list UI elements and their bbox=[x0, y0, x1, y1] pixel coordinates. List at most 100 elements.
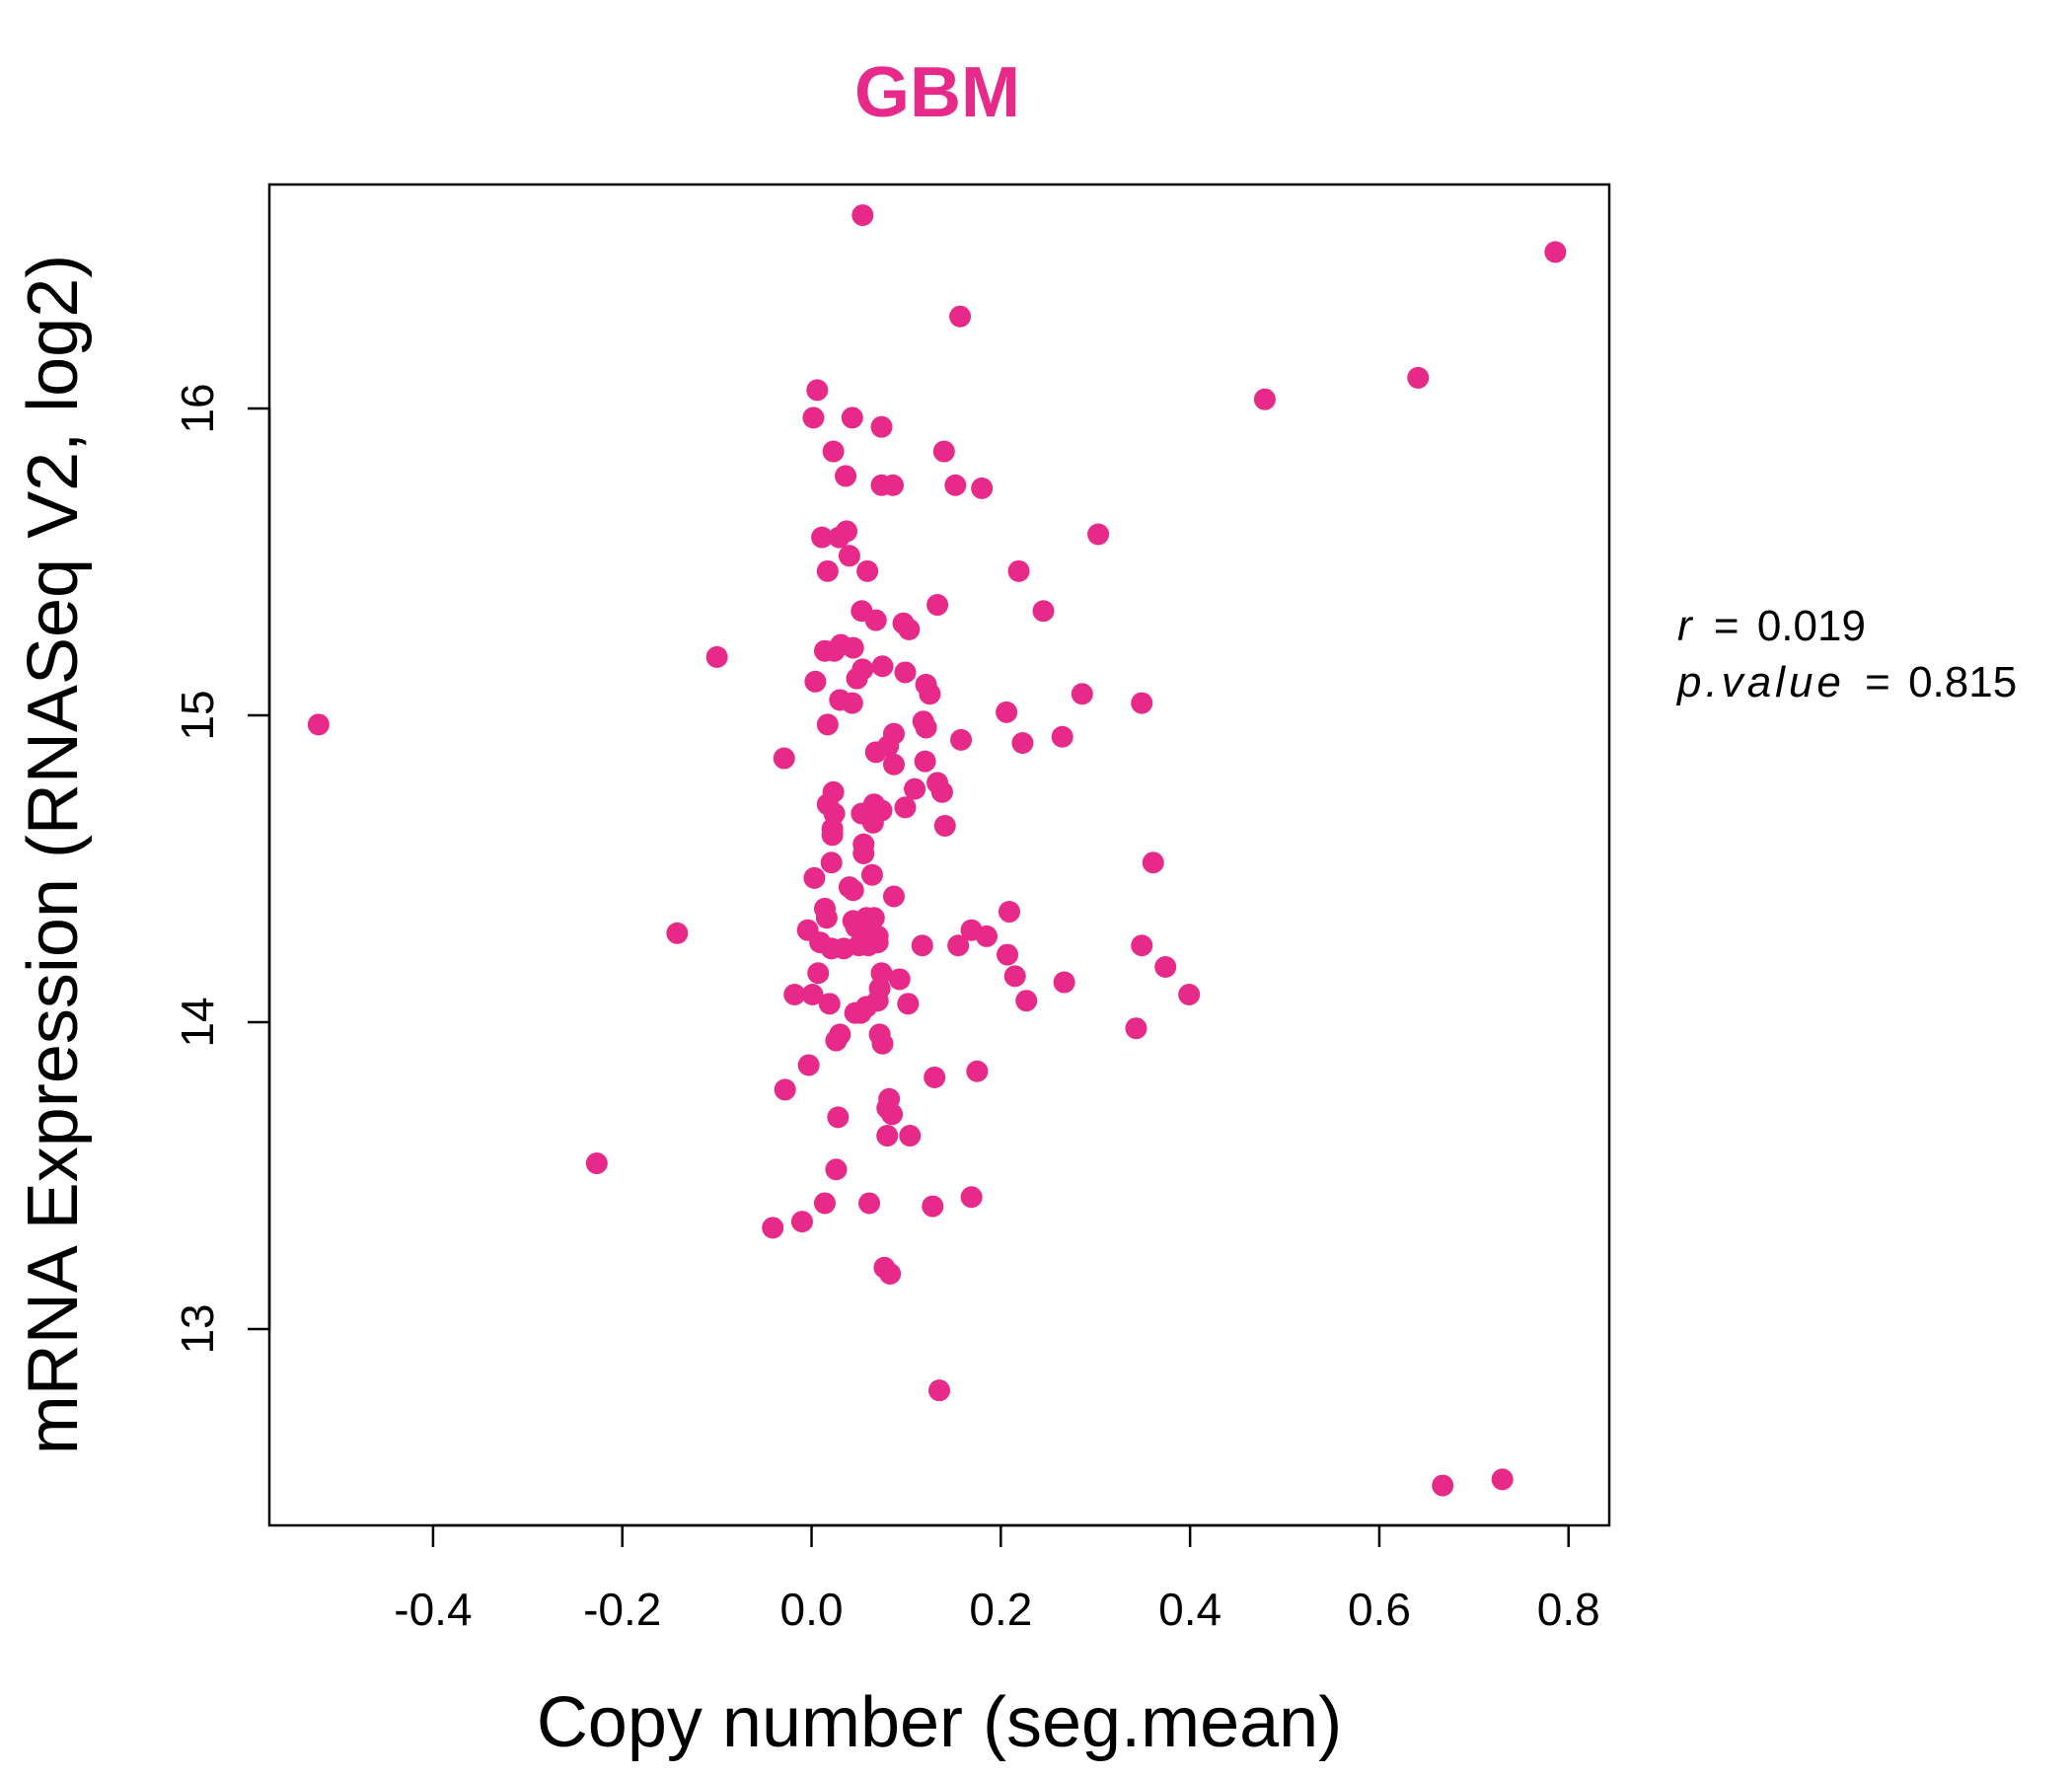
data-point bbox=[825, 1029, 848, 1052]
plot-frame bbox=[267, 183, 1611, 1527]
data-point bbox=[879, 1262, 902, 1285]
data-point bbox=[882, 474, 905, 496]
data-point bbox=[949, 305, 972, 328]
data-point bbox=[1125, 1017, 1147, 1040]
y-tick-label: 13 bbox=[172, 1303, 223, 1354]
data-point bbox=[1178, 983, 1201, 1005]
data-point bbox=[816, 713, 839, 736]
data-point bbox=[835, 465, 857, 487]
x-tick-label: 0.8 bbox=[1537, 1584, 1600, 1635]
correlation-stats: r = 0.019 p.value = 0.815 bbox=[1675, 602, 2017, 706]
chart-title: GBM bbox=[854, 53, 1020, 132]
data-point bbox=[926, 594, 949, 617]
data-point bbox=[1032, 600, 1055, 623]
data-point bbox=[1142, 851, 1164, 874]
y-tick-label: 14 bbox=[172, 997, 223, 1047]
data-point bbox=[842, 879, 864, 902]
data-point bbox=[1015, 990, 1038, 1012]
x-tick-label: 0.6 bbox=[1348, 1584, 1411, 1635]
y-tick-label: 15 bbox=[172, 690, 223, 740]
data-point bbox=[966, 1060, 989, 1082]
data-point bbox=[933, 814, 956, 837]
p-value: 0.815 bbox=[1908, 658, 2017, 706]
data-point bbox=[858, 1192, 881, 1215]
data-point bbox=[1053, 971, 1075, 994]
data-point bbox=[762, 1217, 784, 1239]
data-point bbox=[914, 750, 936, 773]
data-point bbox=[816, 559, 839, 582]
data-point bbox=[996, 701, 1018, 723]
data-point bbox=[928, 1379, 950, 1402]
data-point bbox=[930, 780, 953, 803]
data-point bbox=[888, 968, 911, 991]
data-point bbox=[950, 728, 973, 751]
data-point bbox=[944, 474, 967, 496]
data-point bbox=[1051, 725, 1073, 748]
data-point bbox=[821, 824, 844, 847]
data-point bbox=[666, 922, 689, 944]
data-point bbox=[774, 1078, 796, 1101]
data-point bbox=[864, 741, 887, 764]
data-point bbox=[773, 747, 795, 770]
data-point bbox=[876, 1125, 899, 1147]
data-point bbox=[894, 796, 917, 819]
data-point bbox=[860, 863, 883, 886]
data-point bbox=[897, 993, 920, 1015]
data-point bbox=[1071, 683, 1093, 705]
data-point bbox=[841, 692, 863, 714]
data-point bbox=[813, 1192, 836, 1215]
data-point bbox=[850, 1001, 872, 1024]
p-stat: p.value = 0.815 bbox=[1675, 658, 2017, 706]
x-tick-label: 0.2 bbox=[969, 1584, 1032, 1635]
data-point bbox=[307, 713, 330, 736]
x-axis: -0.4 -0.2 0.0 0.2 0.4 0.6 0.8 bbox=[394, 1523, 1600, 1635]
data-point bbox=[806, 379, 829, 402]
r-label: r bbox=[1677, 602, 1694, 650]
x-tick-label: -0.4 bbox=[394, 1584, 472, 1635]
data-point bbox=[1007, 559, 1030, 582]
data-point bbox=[1011, 731, 1034, 754]
data-point bbox=[870, 415, 893, 438]
data-point bbox=[585, 1152, 608, 1175]
data-point bbox=[1491, 1468, 1514, 1491]
data-point bbox=[924, 1066, 946, 1088]
y-axis-title: mRNA Expression (RNASeq V2, log2) bbox=[14, 255, 93, 1454]
data-point bbox=[801, 983, 824, 1005]
data-point bbox=[904, 777, 926, 800]
data-point bbox=[947, 934, 970, 957]
data-point bbox=[922, 1195, 944, 1218]
p-label: p.value bbox=[1675, 658, 1845, 706]
data-point bbox=[997, 943, 1019, 966]
data-point bbox=[1131, 692, 1153, 714]
data-point bbox=[818, 993, 841, 1015]
data-point bbox=[866, 931, 889, 954]
x-tick-label: -0.2 bbox=[583, 1584, 661, 1635]
data-point bbox=[802, 407, 825, 429]
data-point bbox=[1407, 366, 1430, 389]
data-point bbox=[851, 204, 874, 227]
data-point bbox=[705, 645, 728, 668]
r-equals: = bbox=[1714, 602, 1739, 650]
data-point bbox=[846, 667, 868, 690]
data-point bbox=[864, 609, 887, 631]
data-point bbox=[797, 1054, 820, 1076]
data-point bbox=[783, 983, 806, 1005]
data-point bbox=[1544, 241, 1567, 263]
data-point bbox=[960, 1186, 983, 1209]
data-point bbox=[822, 440, 845, 463]
data-point bbox=[815, 907, 838, 929]
data-point bbox=[975, 925, 998, 947]
p-equals: = bbox=[1865, 658, 1890, 706]
data-point bbox=[915, 716, 937, 739]
data-point bbox=[871, 1032, 894, 1055]
data-point bbox=[882, 885, 905, 908]
data-point bbox=[811, 526, 834, 549]
data-point bbox=[911, 934, 933, 957]
data-point bbox=[1131, 934, 1153, 957]
data-point bbox=[841, 407, 863, 429]
data-point bbox=[899, 1125, 922, 1147]
data-point bbox=[838, 545, 860, 567]
y-axis: 13 14 15 16 bbox=[172, 383, 271, 1355]
data-point bbox=[856, 559, 879, 582]
data-point bbox=[1432, 1474, 1454, 1497]
